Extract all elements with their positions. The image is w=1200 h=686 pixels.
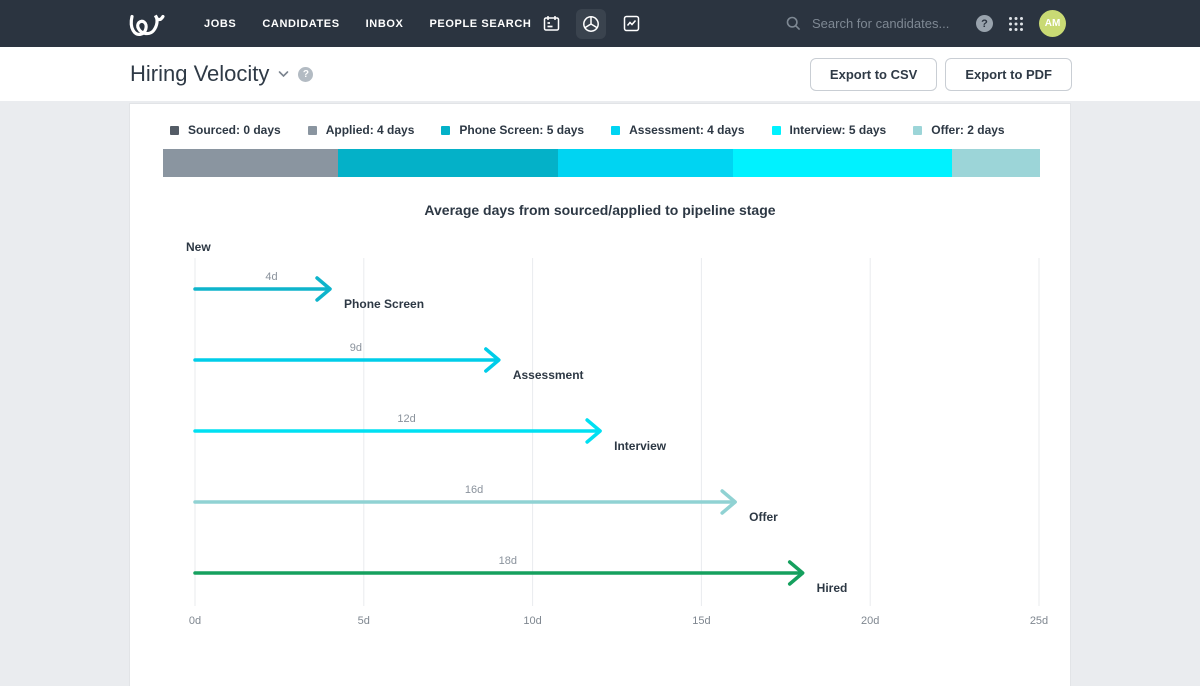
origin-stage-label: New bbox=[186, 240, 211, 254]
arrow-days-label: 4d bbox=[265, 271, 277, 283]
stage-label: Assessment bbox=[513, 368, 584, 382]
avatar[interactable]: AM bbox=[1039, 10, 1066, 37]
report-panel: Sourced: 0 days Applied: 4 days Phone Scre… bbox=[130, 104, 1070, 686]
arrow-head bbox=[720, 489, 737, 515]
charts-icon[interactable] bbox=[616, 9, 646, 39]
x-tick-label: 25d bbox=[1030, 615, 1048, 627]
search-input[interactable] bbox=[810, 15, 1024, 32]
title-help-icon[interactable]: ? bbox=[298, 66, 314, 82]
arrow-head bbox=[315, 276, 332, 302]
legend-label: Sourced: 0 days bbox=[188, 123, 281, 137]
stage-label: Phone Screen bbox=[344, 297, 424, 311]
content-area: Sourced: 0 days Applied: 4 days Phone Scre… bbox=[0, 101, 1200, 686]
bar-segment-assessment bbox=[557, 149, 734, 177]
legend-swatch bbox=[170, 125, 179, 135]
apps-grid-icon[interactable] bbox=[1008, 16, 1024, 32]
legend-item: Offer: 2 days bbox=[913, 123, 1005, 137]
reports-gauge-icon[interactable] bbox=[576, 8, 606, 39]
bar-segment-interview bbox=[733, 149, 953, 177]
legend-item: Assessment: 4 days bbox=[611, 123, 745, 137]
legend-label: Offer: 2 days bbox=[931, 123, 1005, 137]
velocity-arrow-chart: 0d 5d 10d 15d 20d 25d New 4d Phone Screen 9d Asses… bbox=[186, 240, 1048, 627]
legend-swatch bbox=[611, 125, 621, 135]
arrow-head bbox=[484, 347, 501, 373]
chevron-down-icon bbox=[279, 71, 289, 78]
legend-label: Applied: 4 days bbox=[325, 123, 415, 137]
pipeline-legend: Sourced: 0 days Applied: 4 days Phone Scre… bbox=[170, 123, 1005, 137]
legend-label: Phone Screen: 5 days bbox=[459, 123, 585, 137]
nav-item-people-search[interactable]: PEOPLE SEARCH bbox=[429, 17, 532, 30]
x-tick-label: 10d bbox=[523, 615, 541, 627]
header-buttons: Export to CSV Export to PDF bbox=[809, 47, 1072, 101]
legend-swatch bbox=[441, 125, 451, 135]
nav-icon-group bbox=[536, 0, 646, 47]
page-header: Hiring Velocity ? Export to CSV Export t… bbox=[0, 47, 1200, 102]
search-icon bbox=[786, 16, 801, 31]
arrow-days-label: 18d bbox=[499, 555, 517, 567]
calendar-icon[interactable] bbox=[536, 9, 566, 39]
pipeline-stacked-bar bbox=[163, 149, 1040, 177]
stage-label: Hired bbox=[817, 581, 848, 595]
arrow-days-label: 16d bbox=[465, 484, 483, 496]
nav-item-candidates[interactable]: CANDIDATES bbox=[262, 17, 340, 30]
nav-item-jobs[interactable]: JOBS bbox=[204, 17, 237, 30]
bar-segment-offer bbox=[952, 149, 1040, 177]
legend-item: Applied: 4 days bbox=[307, 123, 415, 137]
nav-item-inbox[interactable]: INBOX bbox=[365, 17, 404, 30]
export-pdf-button[interactable]: Export to PDF bbox=[945, 57, 1072, 91]
page-title: Hiring Velocity bbox=[130, 61, 270, 86]
legend-item: Phone Screen: 5 days bbox=[441, 123, 584, 137]
nav-search bbox=[786, 0, 1024, 47]
export-csv-button[interactable]: Export to CSV bbox=[809, 57, 938, 91]
stage-label: Interview bbox=[614, 439, 667, 453]
legend-swatch bbox=[771, 125, 781, 135]
workable-logo-icon[interactable] bbox=[127, 9, 167, 39]
arrow-head bbox=[787, 560, 805, 586]
x-tick-label: 5d bbox=[358, 615, 370, 627]
top-navigation-bar: JOBS CANDIDATES INBOX PEOPLE SEARCH bbox=[0, 0, 1200, 47]
legend-label: Interview: 5 days bbox=[789, 123, 887, 137]
stage-label: Offer bbox=[749, 510, 778, 524]
bar-segment-phone-screen bbox=[338, 149, 558, 177]
legend-swatch bbox=[913, 125, 923, 135]
arrow-days-label: 12d bbox=[397, 413, 415, 425]
report-title-dropdown[interactable]: Hiring Velocity ? bbox=[130, 47, 314, 101]
legend-item: Sourced: 0 days bbox=[170, 123, 281, 137]
legend-label: Assessment: 4 days bbox=[629, 123, 745, 137]
legend-swatch bbox=[307, 125, 317, 135]
x-tick-label: 0d bbox=[189, 615, 201, 627]
arrow-head bbox=[585, 418, 602, 444]
arrow-days-label: 9d bbox=[350, 342, 362, 354]
x-tick-label: 20d bbox=[861, 615, 879, 627]
nav-right-group: ? AM bbox=[976, 0, 1066, 47]
bar-segment-applied bbox=[163, 149, 339, 177]
legend-item: Interview: 5 days bbox=[771, 123, 887, 137]
help-icon[interactable]: ? bbox=[976, 15, 993, 32]
nav-menu: JOBS CANDIDATES INBOX PEOPLE SEARCH bbox=[204, 0, 531, 47]
x-tick-label: 15d bbox=[692, 615, 710, 627]
chart-title: Average days from sourced/applied to pip… bbox=[424, 202, 776, 218]
